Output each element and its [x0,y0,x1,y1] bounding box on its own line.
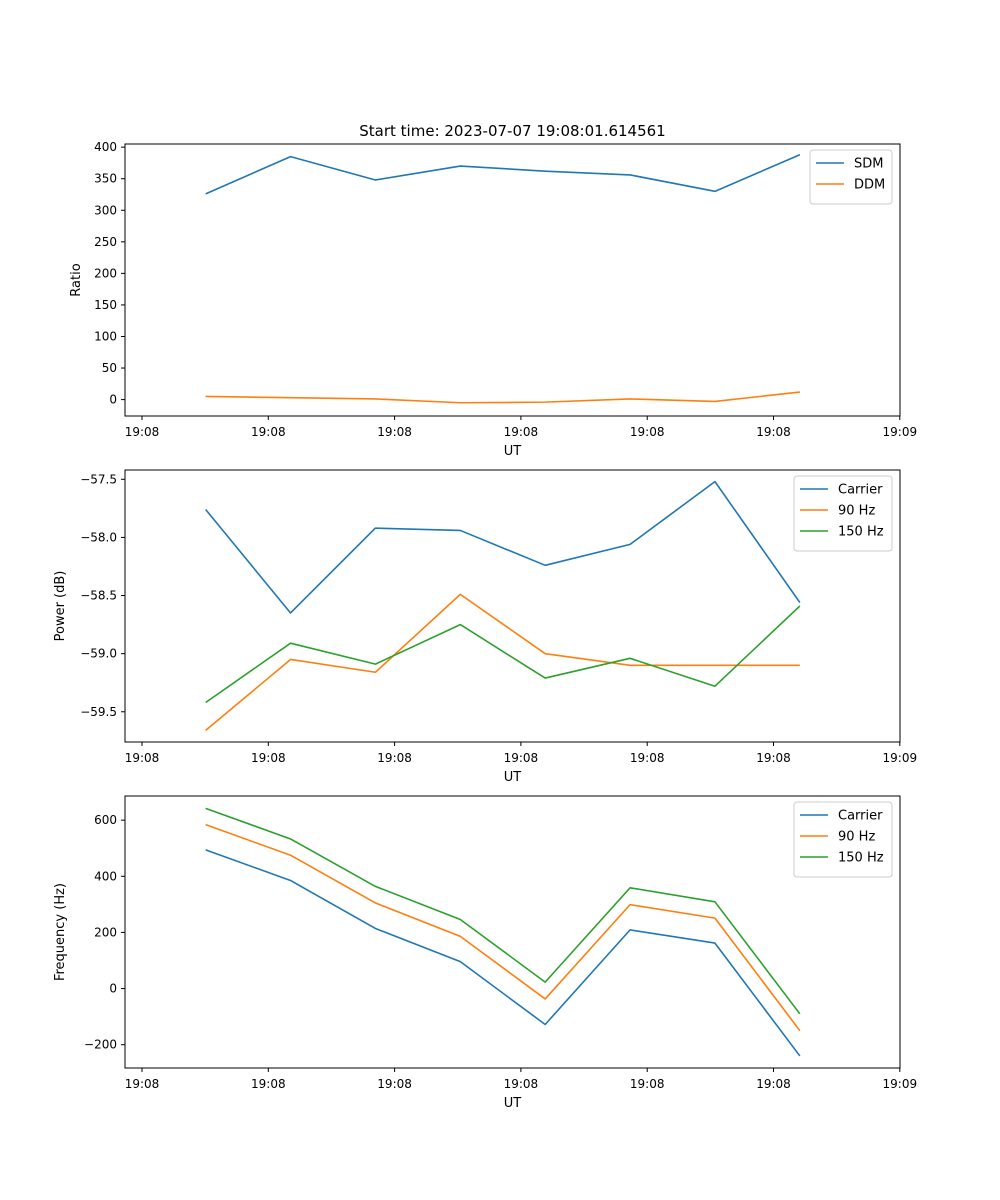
legend: SDM DDM [809,149,893,205]
x-tick-label: 19:08 [125,1077,160,1091]
y-tick-label: 200 [94,925,117,939]
y-tick-label: 400 [94,869,117,883]
x-tick-label: 19:08 [125,425,160,439]
y-tick-label: 100 [94,329,117,343]
y-tick-label: 250 [94,235,117,249]
legend-label: SDM [854,157,883,172]
x-tick-label: 19:09 [883,425,918,439]
series-line-carrier [205,480,801,614]
x-tick-label: 19:08 [251,425,286,439]
y-tick-label: −58.5 [80,589,117,603]
x-tick-label: 19:08 [630,1077,665,1091]
x-tick-label: 19:09 [883,751,918,765]
y-tick-label: 50 [102,361,117,375]
x-tick-label: 19:08 [251,751,286,765]
y-tick-label: −58.0 [80,530,117,544]
y-tick-label: 0 [109,393,117,407]
axes-frame [124,469,901,743]
y-axis-label: Frequency (Hz) [53,883,68,981]
legend-label: 90 Hz [838,504,875,519]
y-tick-label: 400 [94,140,117,154]
legend-label: Carrier [838,483,883,498]
x-tick-label: 19:08 [756,1077,791,1091]
y-axis-label: Ratio [69,263,84,296]
y-tick-label: −200 [84,1038,117,1052]
series-line-sdm [205,153,801,195]
x-tick-label: 19:08 [630,751,665,765]
x-axis-label: UT [504,770,522,785]
series-line-ddm [205,391,800,404]
y-tick-label: 600 [94,813,117,827]
x-tick-label: 19:08 [630,425,665,439]
y-tick-label: −59.5 [80,705,117,719]
series-line-150-hz [205,807,801,1015]
legend-box [793,475,893,552]
legend-label: DDM [854,178,885,193]
y-tick-label: −59.0 [80,647,117,661]
figure-title: Start time: 2023-07-07 19:08:01.614561 [359,122,665,140]
x-axis-label: UT [504,1096,522,1111]
legend: Carrier 90 Hz 150 Hz [793,801,893,878]
legend-label: 150 Hz [838,525,884,540]
x-tick-label: 19:09 [883,1077,918,1091]
y-tick-label: 300 [94,203,117,217]
y-tick-label: 150 [94,298,117,312]
y-tick-label: −57.5 [80,472,117,486]
x-tick-label: 19:08 [377,425,412,439]
series-line-150-hz [205,605,801,704]
legend: Carrier 90 Hz 150 Hz [793,475,893,552]
chart-panel-1: 19:08 19:08 19:08 19:08 19:08 19:08 19:09 0 50 10… [69,140,917,459]
y-axis-label: Power (dB) [53,571,68,642]
x-tick-label: 19:08 [756,751,791,765]
x-tick-label: 19:08 [504,1077,539,1091]
y-tick-label: 0 [109,982,117,996]
chart-panel-2: 19:08 19:08 19:08 19:08 19:08 19:08 19:09 −59.5… [53,469,918,785]
x-tick-label: 19:08 [504,425,539,439]
legend-label: 150 Hz [838,851,884,866]
legend-label: Carrier [838,809,883,824]
x-tick-label: 19:08 [377,751,412,765]
x-axis-label: UT [504,444,522,459]
x-tick-label: 19:08 [125,751,160,765]
legend-label: 90 Hz [838,830,875,845]
x-tick-label: 19:08 [504,751,539,765]
series-line-90-hz [205,593,800,731]
series-line-carrier [205,849,801,1057]
y-tick-label: 350 [94,172,117,186]
x-tick-label: 19:08 [756,425,791,439]
legend-box [793,801,893,878]
y-tick-label: 200 [94,266,117,280]
series-line-90-hz [205,823,801,1032]
x-tick-label: 19:08 [377,1077,412,1091]
chart-panel-3: 19:08 19:08 19:08 19:08 19:08 19:08 19:09 −200 0… [53,795,918,1111]
x-tick-label: 19:08 [251,1077,286,1091]
axes-frame [124,143,901,417]
